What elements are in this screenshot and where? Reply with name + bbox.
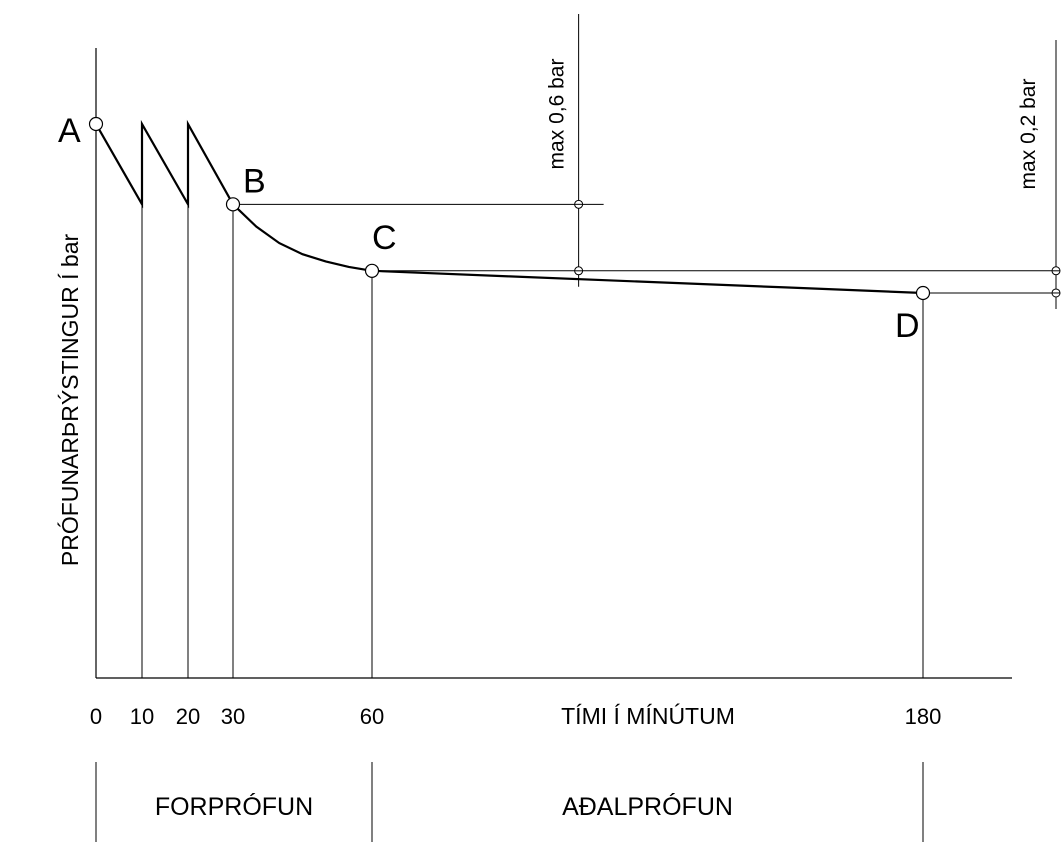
point-marker [225, 197, 241, 212]
phase-label: AÐALPRÓFUN [562, 792, 733, 821]
point-marker [915, 285, 931, 301]
x-tick-label: 0 [90, 704, 102, 729]
x-tick-label: 10 [130, 704, 154, 729]
point-label: A [58, 112, 81, 150]
point-label: B [243, 162, 266, 200]
x-tick-label: 180 [905, 704, 942, 729]
x-tick-label: 30 [221, 704, 245, 729]
point-label: C [372, 219, 397, 257]
point-marker [88, 116, 104, 132]
pressure-curve [95, 119, 924, 295]
annotation-label: max 0,6 bar [546, 59, 569, 170]
annotation-label: max 0,2 bar [1017, 79, 1040, 190]
point-marker [364, 263, 380, 278]
phase-label: FORPRÓFUN [155, 792, 313, 821]
x-tick-label: 20 [176, 704, 200, 729]
x-axis-title: TÍMI Í MÍNÚTUM [561, 703, 735, 729]
point-label: D [895, 307, 920, 345]
y-axis-title: PRÓFUNARÞRÝSTINGUR Í bar [57, 234, 83, 567]
x-tick-label: 60 [360, 704, 384, 729]
